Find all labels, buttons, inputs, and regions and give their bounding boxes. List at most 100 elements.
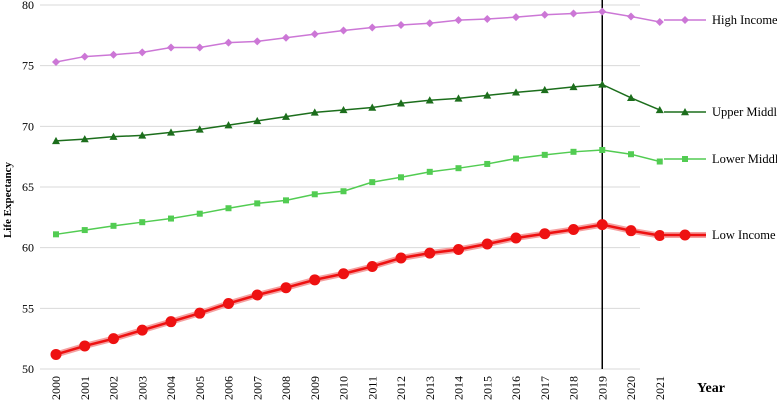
point-upper-middle-2000 — [52, 136, 60, 145]
legend: High Income Upper Middle Lower Middle Low I… — [664, 13, 777, 242]
series-high-income — [52, 7, 664, 67]
point-low-income-2019 — [596, 219, 608, 231]
gridlines — [40, 4, 640, 370]
x-tick-label-2018: 2018 — [567, 376, 581, 400]
legend-item-lower-middle: Lower Middle — [664, 152, 777, 166]
point-upper-middle-2003 — [138, 131, 147, 139]
point-low-income-2016 — [510, 232, 522, 244]
series-line-lower-middle — [55, 149, 660, 236]
point-high-income-2005 — [195, 43, 204, 52]
legend-item-low-income: Low Income — [664, 228, 776, 242]
point-upper-middle-2021 — [655, 105, 664, 114]
point-upper-middle-2010 — [339, 105, 348, 114]
point-low-income-2015 — [481, 238, 493, 250]
point-upper-middle-2001 — [80, 135, 89, 143]
legend-marker-low-income — [679, 229, 691, 241]
point-high-income-2009 — [310, 30, 319, 39]
point-high-income-2004 — [167, 43, 175, 52]
x-tick-label-2019: 2019 — [595, 376, 609, 400]
x-tick-label-2004: 2004 — [164, 376, 178, 400]
x-tick-label-2000: 2000 — [49, 376, 63, 400]
x-tick-label-2016: 2016 — [509, 376, 523, 400]
x-tick-label-2015: 2015 — [480, 376, 494, 400]
point-lower-middle-2003 — [139, 219, 146, 226]
x-tick-label-2001: 2001 — [78, 376, 92, 400]
point-low-income-2002 — [108, 333, 119, 345]
x-tick-label-2007: 2007 — [250, 376, 264, 400]
point-lower-middle-2007 — [254, 200, 261, 207]
point-lower-middle-2002 — [110, 222, 117, 229]
point-lower-middle-2019 — [599, 146, 606, 153]
point-low-income-2006 — [223, 297, 234, 309]
point-high-income-2006 — [224, 38, 233, 47]
point-low-income-2018 — [568, 223, 579, 235]
point-high-income-2018 — [569, 9, 578, 18]
point-low-income-2010 — [338, 268, 349, 280]
point-upper-middle-2012 — [397, 99, 405, 107]
point-lower-middle-2010 — [340, 188, 347, 195]
point-upper-middle-2005 — [195, 125, 204, 133]
y-tick-label-55: 55 — [22, 301, 34, 315]
point-high-income-2015 — [483, 14, 492, 23]
x-tick-label-2010: 2010 — [337, 376, 351, 400]
point-high-income-2012 — [397, 21, 405, 30]
point-upper-middle-2018 — [569, 82, 578, 91]
x-tick-label-2011: 2011 — [365, 376, 379, 400]
point-lower-middle-2017 — [541, 151, 548, 158]
point-upper-middle-2016 — [512, 88, 520, 96]
x-tick-label-2002: 2002 — [107, 376, 121, 400]
y-axis: 50 55 60 65 70 75 80 — [22, 0, 34, 376]
x-tick-label-2005: 2005 — [193, 376, 207, 400]
point-upper-middle-2014 — [454, 94, 463, 102]
series-line-halo-low-income — [55, 221, 661, 358]
point-lower-middle-2014 — [455, 165, 462, 172]
point-low-income-2001 — [79, 340, 91, 352]
point-low-income-2020 — [625, 225, 637, 237]
x-tick-label-2008: 2008 — [279, 376, 293, 400]
point-high-income-2019 — [598, 7, 607, 16]
point-lower-middle-2004 — [168, 215, 174, 222]
legend-item-high-income: High Income — [664, 13, 777, 27]
point-low-income-2008 — [280, 282, 292, 294]
point-upper-middle-2011 — [368, 103, 377, 111]
point-upper-middle-2007 — [253, 116, 262, 125]
point-upper-middle-2017 — [540, 85, 549, 94]
y-tick-label-75: 75 — [22, 59, 34, 73]
point-high-income-2011 — [368, 23, 377, 32]
point-low-income-2003 — [136, 324, 148, 336]
point-lower-middle-2008 — [283, 197, 289, 204]
point-lower-middle-2000 — [53, 231, 59, 238]
x-tick-label-2021: 2021 — [653, 376, 667, 400]
x-tick-label-2003: 2003 — [135, 376, 149, 400]
point-high-income-2000 — [52, 58, 60, 67]
point-high-income-2010 — [339, 26, 348, 35]
point-upper-middle-2006 — [224, 121, 233, 129]
point-upper-middle-2008 — [282, 112, 290, 120]
point-low-income-2014 — [453, 243, 464, 255]
y-tick-label-60: 60 — [22, 241, 34, 255]
point-lower-middle-2015 — [484, 160, 491, 167]
point-low-income-2009 — [309, 274, 321, 286]
point-upper-middle-2013 — [425, 96, 434, 104]
point-high-income-2001 — [80, 52, 89, 61]
y-tick-label-65: 65 — [22, 180, 34, 194]
point-lower-middle-2005 — [196, 210, 203, 217]
x-tick-label-2017: 2017 — [538, 376, 552, 400]
x-tick-label-2006: 2006 — [222, 376, 236, 400]
point-lower-middle-2006 — [225, 205, 232, 212]
legend-marker-lower-middle — [682, 156, 688, 162]
series-upper-middle — [52, 80, 664, 145]
point-low-income-2007 — [251, 289, 263, 301]
legend-label-lower-middle: Lower Middle — [712, 152, 777, 166]
point-upper-middle-2019 — [598, 80, 607, 88]
legend-label-low-income: Low Income — [712, 228, 776, 242]
point-lower-middle-2001 — [81, 227, 88, 234]
point-high-income-2002 — [109, 50, 118, 59]
x-tick-label-2012: 2012 — [394, 376, 408, 400]
point-low-income-2021 — [654, 230, 666, 242]
y-tick-label-50: 50 — [22, 362, 34, 376]
point-upper-middle-2004 — [167, 128, 175, 136]
point-lower-middle-2009 — [311, 191, 318, 198]
y-tick-label-80: 80 — [22, 0, 34, 12]
